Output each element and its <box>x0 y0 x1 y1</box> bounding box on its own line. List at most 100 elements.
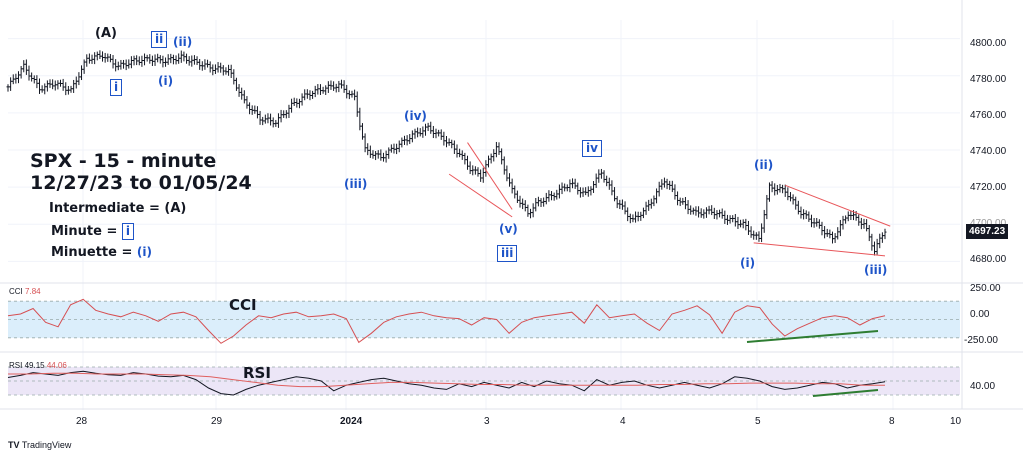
ohlc-bar <box>841 215 845 230</box>
ohlc-bar <box>437 129 441 137</box>
ohlc-bar <box>875 238 879 255</box>
ohlc-bar <box>815 217 819 227</box>
ohlc-bar <box>636 211 640 222</box>
ohlc-bar <box>720 208 724 219</box>
x-tick-label: 3 <box>484 416 490 427</box>
ohlc-bar <box>56 80 60 90</box>
rsi-ma-line <box>8 372 885 388</box>
ohlc-bar <box>17 71 21 84</box>
ohlc-bar <box>38 78 42 94</box>
ohlc-bar <box>245 96 249 109</box>
ohlc-bar <box>859 217 863 230</box>
ohlc-bar <box>510 178 514 194</box>
rsi-divergence-line <box>812 389 879 397</box>
ohlc-bar <box>560 182 564 195</box>
ohlc-bar <box>237 84 241 97</box>
ohlc-bar <box>492 149 496 162</box>
ohlc-bar <box>731 215 735 223</box>
ohlc-bar <box>339 79 343 89</box>
axes <box>0 0 1023 410</box>
ohlc-bar <box>148 54 152 64</box>
ohlc-bar <box>240 87 244 100</box>
ohlc-bar <box>150 55 154 67</box>
ohlc-bar <box>66 85 70 95</box>
ohlc-bar <box>32 75 36 84</box>
ohlc-bar <box>190 55 194 67</box>
ohlc-bar <box>429 121 433 134</box>
ohlc-bar <box>389 144 393 153</box>
ohlc-bar <box>43 83 47 95</box>
ohlc-bar <box>539 198 543 208</box>
ohlc-bar <box>350 90 354 98</box>
ohlc-bar <box>547 190 551 202</box>
ohlc-bar <box>796 200 800 215</box>
chart-title: SPX - 15 - minute 12/27/23 to 01/05/24 <box>30 150 252 194</box>
ohlc-bar <box>69 85 73 93</box>
ohlc-bar <box>308 90 312 101</box>
ohlc-bar <box>778 183 782 193</box>
ohlc-bar <box>607 177 611 190</box>
ohlc-bar <box>723 210 727 224</box>
ohlc-bar <box>689 205 693 215</box>
ohlc-bar <box>216 62 220 73</box>
ohlc-bar <box>324 85 328 96</box>
ohlc-bar <box>628 213 632 224</box>
ohlc-bar <box>463 152 467 165</box>
ohlc-bar <box>739 219 743 228</box>
ohlc-bar <box>699 208 703 218</box>
ohlc-bar <box>581 187 585 197</box>
ohlc-bar <box>497 142 501 155</box>
ohlc-bar <box>828 229 832 239</box>
ohlc-bar <box>473 166 477 175</box>
ohlc-bar <box>804 210 808 219</box>
ohlc-bar <box>788 192 792 202</box>
ohlc-bar <box>623 201 627 215</box>
ohlc-bar <box>584 187 588 196</box>
last-price-badge: 4697.23 <box>966 224 1009 239</box>
ohlc-bar <box>626 207 630 222</box>
ohlc-bar <box>775 184 779 195</box>
ohlc-bar <box>736 216 740 229</box>
ohlc-bar <box>242 90 246 104</box>
ohlc-bar <box>767 182 771 202</box>
ohlc-bar <box>263 114 267 124</box>
ohlc-bar <box>578 187 582 198</box>
ohlc-bar <box>90 54 94 64</box>
ohlc-bar <box>250 105 254 115</box>
ohlc-bar <box>452 140 456 154</box>
ohlc-bar <box>374 151 378 161</box>
ohlc-bar <box>460 150 464 160</box>
ohlc-bar <box>426 122 430 132</box>
ohlc-bar <box>174 55 178 65</box>
ohlc-bar <box>757 231 761 242</box>
ohlc-bar <box>334 83 338 93</box>
ohlc-bar <box>526 204 530 217</box>
ohlc-bar <box>192 55 196 65</box>
legend-intermediate: Intermediate = (A) <box>49 201 187 216</box>
ohlc-bar <box>418 128 422 137</box>
ohlc-bar <box>211 64 215 76</box>
ohlc-bar <box>423 123 427 136</box>
ohlc-bar <box>641 207 645 219</box>
ohlc-bar <box>531 203 535 218</box>
ohlc-bar <box>439 129 443 140</box>
ohlc-bar <box>221 65 225 76</box>
cci-line <box>7 298 886 344</box>
ohlc-bar <box>445 135 448 148</box>
ohlc-bar <box>878 233 882 249</box>
title-line-1: SPX - 15 - minute <box>30 150 217 172</box>
ohlc-bar <box>30 72 34 82</box>
x-tick-label: 8 <box>889 416 895 427</box>
ohlc-bar <box>392 143 396 154</box>
ohlc-bar <box>143 53 147 66</box>
wave-label-minute-ii: ii <box>151 31 168 48</box>
ohlc-bar <box>610 180 614 196</box>
ohlc-bar <box>823 226 827 239</box>
y-tick-label: 4680.00 <box>970 254 1007 265</box>
ohlc-bar <box>442 131 446 146</box>
ohlc-bar <box>434 128 438 139</box>
ohlc-bar <box>481 167 485 183</box>
ohlc-bar <box>660 179 664 190</box>
ohlc-bar <box>119 59 123 70</box>
ohlc-bar <box>500 148 504 165</box>
